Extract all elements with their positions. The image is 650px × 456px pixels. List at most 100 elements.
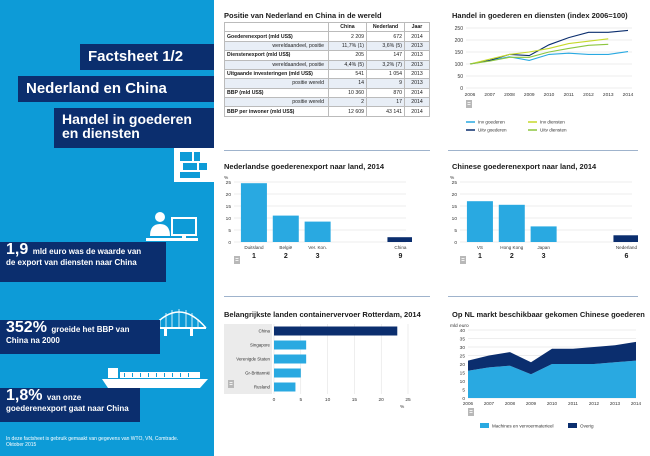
y-tick-label: 0 (460, 86, 463, 92)
rank-label: 9 (398, 253, 402, 260)
rank-label: 3 (542, 253, 546, 260)
bar (240, 183, 267, 242)
document-icon-line (235, 258, 239, 259)
table-row: positie wereld 14 9 2013 (224, 78, 430, 89)
table-header: China (328, 21, 367, 33)
y-tick-label: 100 (455, 62, 464, 68)
desk-icon (146, 212, 198, 241)
table-cell-label: positie wereld (224, 96, 329, 108)
fact-3-text: van onze (46, 393, 82, 402)
table-cell-nl: 9 (366, 78, 405, 89)
series-line (469, 43, 609, 65)
x-tick-label: 2009 (524, 92, 535, 98)
document-icon-line (461, 258, 465, 259)
y-tick-label: 20 (460, 362, 466, 368)
bar (498, 204, 525, 242)
y-tick-label: Verenigde Staten (236, 357, 270, 362)
y-tick-label: 25 (226, 180, 232, 186)
y-tick-label: 200 (455, 38, 464, 44)
legend-label: Machines en vervoermaterieel (492, 423, 554, 428)
divider (448, 296, 638, 297)
x-tick-label: 2013 (603, 92, 614, 98)
y-tick-label: 15 (460, 370, 466, 376)
bar (304, 221, 331, 242)
bar (274, 326, 398, 336)
fact-3-line2: goederenexport gaat naar China (6, 404, 129, 413)
y-tick-label: 25 (460, 353, 466, 359)
table-cell-label: wereldaandeel, positie (224, 40, 329, 52)
x-tick-label: 2009 (526, 401, 537, 406)
table-cell-year: 2013 (404, 78, 430, 89)
topic-line-2: en diensten (62, 125, 140, 141)
x-tick-label: 2014 (623, 92, 634, 98)
fact-1-text: mld euro was de waarde van (32, 247, 142, 256)
table-cell-china: 10 360 (328, 87, 367, 99)
y-tick-label: Rusland (254, 385, 271, 390)
bar (274, 382, 296, 392)
left-panel: Factsheet 1/2 Nederland en China Handel … (0, 0, 214, 456)
y-tick-label: 10 (452, 216, 458, 222)
table-cell-year: 2013 (404, 68, 430, 80)
table-cell-label: Uitgaande investeringen (mld US$) (224, 68, 329, 80)
y-tick-label: 250 (455, 26, 464, 32)
source-line-2: Oktober 2015 (6, 442, 37, 448)
table-header-row: China Nederland Jaar (224, 21, 430, 33)
table-cell-year: 2013 (404, 50, 430, 61)
chart-title-cn-export: Chinese goederenexport naar land, 2014 (452, 162, 597, 171)
table-cell-label: positie wereld (224, 78, 329, 89)
rank-label: 1 (252, 253, 256, 260)
table-row: Dienstenexport (mld US$) 205 147 2013 (224, 50, 430, 61)
position-table: China Nederland Jaar Goederenexport (mld… (224, 21, 430, 117)
y-tick-label: 20 (452, 192, 458, 198)
document-icon-line (469, 410, 473, 411)
series-line (469, 29, 629, 65)
series-line (469, 38, 609, 65)
table-header: Nederland (366, 21, 405, 33)
document-icon-line (469, 412, 473, 413)
x-tick-label: 20 (379, 397, 385, 403)
chart-rotterdam: 0 5 10 15 20 25% China Singapore Verenigde State… (224, 324, 411, 410)
bar (466, 201, 493, 242)
table-header (224, 21, 329, 33)
rank-label: 3 (316, 253, 320, 260)
y-tick-label: 150 (455, 50, 464, 56)
chart-trade-index: 0 50 100 150 200 250 2006 2007 2008 2009 2010 2011 2… (455, 26, 634, 133)
document-icon-line (229, 384, 233, 385)
table-row: Goederenexport (mld US$) 2 209 672 2014 (224, 31, 430, 42)
x-tick-label: 15 (352, 397, 358, 403)
table-title: Positie van Nederland en China in de wer… (224, 11, 382, 20)
rank-label: 2 (510, 253, 514, 260)
y-tick-label: 35 (460, 336, 466, 342)
table-cell-label: BBP per inwoner (mld US$) (224, 106, 329, 117)
bar (274, 368, 301, 378)
x-tick-label: 2010 (547, 401, 558, 406)
x-tick-label: 10 (325, 397, 331, 403)
table-row: wereldaandeel, positie 4,4% (5) 3,2% (7) 20… (224, 59, 430, 70)
fact-3-value: 1,8% (6, 387, 43, 404)
y-tick-label: Singapore (250, 343, 271, 348)
table-cell-china: 11,7% (1) (328, 40, 367, 52)
table-row: BBP (mld US$) 10 360 870 2014 (224, 87, 430, 99)
x-tick-label: 0 (273, 397, 276, 403)
x-tick-label: Ver. Kon. (308, 245, 327, 250)
document-icon-line (235, 260, 239, 261)
x-tick-label: Japan (537, 245, 550, 250)
table-cell-label: Dienstenexport (mld US$) (224, 50, 329, 61)
fact-1-line2: de export van diensten naar China (6, 258, 137, 267)
source-note: In deze factsheet is gebruik gemaakt van… (6, 436, 211, 448)
x-tick-label: 25 (405, 397, 411, 403)
series-line (469, 50, 629, 65)
x-tick-label: 2012 (583, 92, 594, 98)
x-tick-label: 2012 (589, 401, 600, 406)
table-cell-nl: 1 054 (366, 68, 405, 80)
fact-goods-export-share: 1,8% van onze goederenexport gaat naar C… (0, 388, 140, 422)
y-tick-label: Gr-Brittannië (245, 371, 270, 376)
table-row: wereldaandeel, positie 11,7% (1) 3,6% (5) 2… (224, 40, 430, 52)
x-tick-label: 2013 (610, 401, 621, 406)
legend-label: Inv diensten (540, 120, 565, 125)
y-tick-label: 5 (462, 387, 465, 393)
table-cell-label: Goederenexport (mld US$) (224, 31, 329, 42)
y-tick-label: 10 (226, 216, 232, 222)
cbs-logo-icon (180, 152, 207, 178)
table-cell-year: 2013 (404, 40, 430, 52)
